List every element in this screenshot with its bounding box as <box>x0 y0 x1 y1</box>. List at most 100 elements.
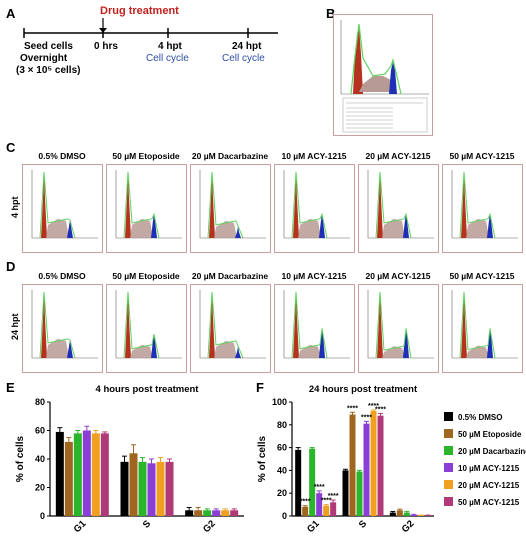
fit-curve <box>459 291 496 359</box>
drug-treatment-label: Drug treatment <box>100 5 179 17</box>
histogram-title: 50 µM Etoposide <box>112 151 180 161</box>
legend-swatch <box>444 497 453 506</box>
y-tick-label: 60 <box>277 443 287 453</box>
significance-mark: **** <box>314 484 325 491</box>
y-tick-label: 20 <box>277 488 287 498</box>
s-phase <box>466 218 489 238</box>
histogram-title: 20 µM ACY-1215 <box>365 271 431 281</box>
histogram-title: 20 µM Dacarbazine <box>191 271 269 281</box>
histogram-panel <box>190 284 271 373</box>
fit-curve <box>39 291 76 359</box>
s-phase <box>46 218 69 238</box>
legend-label: 50 µM ACY-1215 <box>458 498 520 507</box>
histogram-panel <box>22 164 103 253</box>
bar <box>91 433 100 516</box>
s-phase <box>214 340 237 358</box>
histogram-frame <box>274 164 355 253</box>
bar <box>64 441 73 516</box>
bar <box>138 461 147 516</box>
category-label: G2 <box>400 518 417 535</box>
histogram-title: 0.5% DMSO <box>38 271 86 281</box>
g2-peak <box>151 214 157 238</box>
fit-curve <box>459 171 496 239</box>
panel-label-c: C <box>6 140 16 155</box>
cell-cycle-histograms <box>22 164 523 373</box>
seed-line-1: Seed cells <box>24 41 73 52</box>
y-tick-label: 20 <box>35 483 45 493</box>
bar <box>342 470 349 516</box>
g2-peak <box>67 220 73 238</box>
bar <box>73 433 82 516</box>
legend-swatch <box>444 446 453 455</box>
histogram-frame <box>22 284 103 373</box>
histogram-frame <box>442 284 523 373</box>
bar <box>377 415 384 516</box>
significance-mark: **** <box>361 414 372 421</box>
panel-label-b: B <box>326 6 336 21</box>
s-phase <box>382 346 405 358</box>
s-phase <box>130 344 153 358</box>
histogram-panel <box>442 284 523 373</box>
bar <box>302 506 309 516</box>
histogram-panel <box>106 164 187 253</box>
significance-mark: **** <box>368 403 379 410</box>
panel-label-e: E <box>6 380 15 395</box>
chart-4h: 4 hours post treatment % of cells 0 20 40 60 8… <box>15 384 244 535</box>
legend-label: 50 µM Etoposide <box>458 430 522 439</box>
g1-peak <box>461 172 467 238</box>
time-0: 0 hrs <box>94 41 118 52</box>
y-tick-label: 100 <box>272 397 287 407</box>
bar <box>323 505 330 516</box>
bar <box>165 461 174 516</box>
g2-peak <box>67 340 73 358</box>
y-tick-label: 80 <box>277 420 287 430</box>
example-histogram <box>333 14 433 136</box>
histogram-frame <box>190 284 271 373</box>
bar <box>194 510 203 516</box>
histogram-frame <box>442 164 523 253</box>
histogram-frame <box>106 164 187 253</box>
seed-line-2: Overnight <box>20 53 68 64</box>
y-tick-label: 40 <box>35 454 45 464</box>
bar <box>330 502 337 516</box>
g2-peak <box>151 334 157 358</box>
significance-mark: **** <box>321 498 332 505</box>
category-label: G2 <box>201 518 218 535</box>
g2-peak <box>319 328 325 358</box>
histogram-frame <box>190 164 271 253</box>
histogram-panel <box>274 284 355 373</box>
bar <box>370 411 377 516</box>
bar <box>185 510 194 516</box>
fit-curve <box>291 171 328 239</box>
g1-peak <box>125 292 131 358</box>
g1-peak <box>209 292 215 358</box>
g2-peak <box>487 328 493 358</box>
g1-peak <box>209 172 215 238</box>
fit-curve <box>39 171 76 239</box>
g2-peak <box>487 214 493 238</box>
legend-label: 20 µM Dacarbazine <box>458 447 526 456</box>
bar <box>147 463 156 516</box>
histogram-title: 0.5% DMSO <box>38 151 86 161</box>
s-phase <box>130 218 153 238</box>
s-phase <box>466 345 489 358</box>
histogram-title: 10 µM ACY-1215 <box>281 151 347 161</box>
cell-cycle-24: Cell cycle <box>222 53 265 64</box>
histogram-title: 50 µM Etoposide <box>112 271 180 281</box>
legend-swatch <box>444 412 453 421</box>
fit-curve <box>291 291 328 359</box>
cell-cycle-4: Cell cycle <box>146 53 189 64</box>
histogram-panel <box>274 164 355 253</box>
histogram-frame <box>358 164 439 253</box>
g2-peak <box>235 346 241 358</box>
legend-label: 0.5% DMSO <box>458 413 502 422</box>
g2-peak <box>235 226 241 238</box>
category-label: G1 <box>72 518 89 535</box>
s-phase <box>46 338 69 358</box>
g2-peak <box>403 214 409 238</box>
row-c-titles: 0.5% DMSO 50 µM Etoposide 20 µM Dacarbazin… <box>0 151 526 163</box>
g1-peak <box>377 292 383 358</box>
s-phase <box>382 218 405 238</box>
histogram-title: 20 µM Dacarbazine <box>191 151 269 161</box>
legend-swatch <box>444 429 453 438</box>
